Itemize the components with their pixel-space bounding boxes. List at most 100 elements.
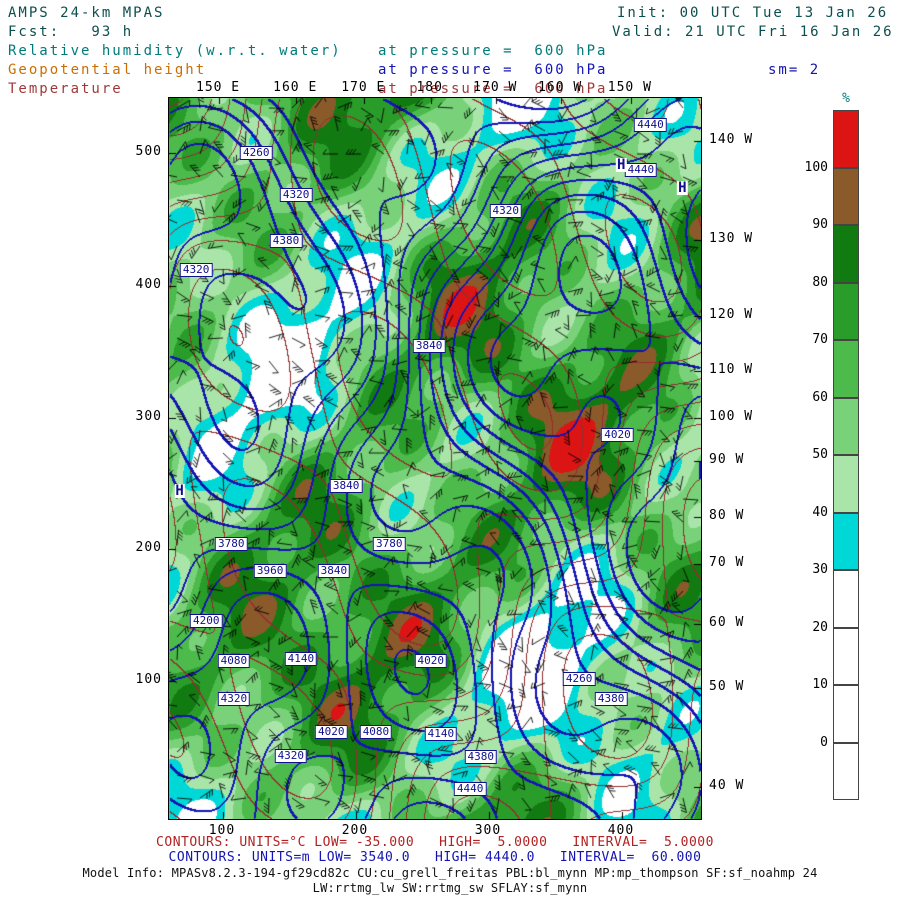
height-contour-label: 4380: [594, 691, 628, 706]
height-contour-label: 4320: [217, 691, 251, 706]
latitude-label: 120 W: [709, 307, 754, 323]
colorbar-segment: [833, 455, 859, 513]
colorbar-tick-label: 0: [820, 734, 828, 750]
height-contour-label: 4260: [562, 672, 596, 687]
field-height-level: at pressure = 600 hPa: [378, 62, 608, 78]
height-contour-label: 4200: [189, 613, 223, 628]
height-contour-label: 4440: [634, 118, 667, 133]
field-rh-label: Relative humidity (w.r.t. water): [8, 43, 342, 59]
latitude-label: 70 W: [709, 555, 745, 571]
latitude-label: 90 W: [709, 452, 745, 468]
colorbar-tick-label: 80: [812, 274, 828, 290]
y-axis-tick-label: 100: [135, 671, 162, 687]
height-contour-label: 4380: [464, 749, 497, 764]
longitude-label: 170 W: [473, 80, 518, 95]
height-contour-label: 4440: [624, 163, 658, 178]
x-axis-tick-label: 100: [208, 823, 236, 838]
height-contour-info: CONTOURS: UNITS=m LOW= 3540.0 HIGH= 4440…: [168, 850, 702, 865]
latitude-label: 50 W: [709, 679, 745, 695]
longitude-label: 150 W: [607, 80, 652, 95]
height-contour-label: 4080: [359, 724, 393, 739]
contour-label-layer: 4260 4320 4380 4320 4320 4440 4440 3840 4020 3840…: [169, 98, 701, 819]
field-temp-label: Temperature: [8, 81, 123, 97]
colorbar-tick-label: 100: [804, 159, 828, 175]
height-contour-label: 4020: [414, 654, 447, 669]
colorbar-tick-label: 50: [812, 447, 828, 462]
longitude-label: 160 W: [538, 80, 583, 95]
longitude-label: 150 E: [196, 80, 241, 95]
latitude-label: 40 W: [709, 778, 745, 794]
height-contour-label: 4380: [269, 234, 303, 249]
colorbar-tick-label: 10: [812, 677, 828, 692]
field-temp-level: at pressure = 600 hPa: [378, 81, 608, 97]
colorbar-segment: [833, 282, 859, 340]
latitude-label: 80 W: [709, 507, 745, 523]
colorbar-tick-label: 40: [812, 504, 828, 520]
y-axis-tick-label: 400: [135, 277, 162, 293]
height-contour-label: 3780: [372, 536, 406, 551]
latitude-label: 100 W: [709, 409, 754, 425]
height-contour-label: 4140: [284, 651, 318, 666]
longitude-label: 160 E: [273, 80, 318, 95]
colorbar-tick-label: 20: [812, 619, 828, 635]
colorbar-unit-label: %: [842, 91, 850, 106]
height-contour-label: 4320: [489, 204, 522, 219]
latitude-label: 140 W: [709, 132, 754, 148]
height-contour-label: 3840: [317, 563, 351, 578]
colorbar-segment: [833, 397, 859, 455]
height-contour-label: 3960: [253, 563, 287, 578]
latitude-label: 60 W: [709, 614, 745, 630]
colorbar-segment: [833, 340, 859, 398]
height-contour-label: 4080: [217, 654, 251, 669]
height-contour-label: 4260: [239, 145, 273, 160]
colorbar-segment: [833, 742, 859, 800]
init-time-label: Init: 00 UTC Tue 13 Jan 26: [617, 5, 889, 21]
y-axis-tick-label: 500: [135, 143, 162, 159]
model-title: AMPS 24-km MPAS: [8, 5, 165, 21]
field-height-label: Geopotential height: [8, 62, 207, 78]
x-axis-tick-label: 300: [474, 823, 502, 838]
colorbar-segment: [833, 685, 859, 743]
colorbar-tick-label: 90: [812, 217, 828, 232]
height-contour-label: 4320: [179, 263, 213, 278]
y-axis-tick-label: 300: [135, 409, 162, 425]
height-contour-label: 4320: [274, 749, 308, 764]
longitude-label: 170 E: [341, 80, 386, 95]
high-center-marker: H: [174, 482, 185, 499]
forecast-hour-label: Fcst: 93 h: [8, 24, 134, 40]
valid-time-label: Valid: 21 UTC Fri 16 Jan 26: [612, 24, 894, 40]
height-contour-label: 4140: [424, 726, 458, 741]
smoothing-label: sm= 2: [768, 62, 821, 78]
high-center-marker: H: [615, 157, 627, 174]
field-rh-level: at pressure = 600 hPa: [378, 43, 608, 59]
colorbar-segment: [833, 627, 859, 685]
height-contour-label: 3840: [329, 478, 363, 493]
latitude-label: 110 W: [709, 361, 754, 377]
high-center-marker: H: [677, 180, 688, 197]
model-info-line1: Model Info: MPASv8.2.3-194-gf29cd82c CU:…: [82, 866, 818, 880]
colorbar-segment: [833, 225, 859, 283]
colorbar-tick-label: 30: [812, 562, 828, 577]
map-panel: 4260 4320 4380 4320 4320 4440 4440 3840 4020 3840…: [168, 97, 702, 820]
model-info-line2: LW:rrtmg_lw SW:rrtmg_sw SFLAY:sf_mynn: [312, 881, 588, 895]
colorbar-tick-label: 70: [812, 332, 828, 347]
height-contour-label: 4020: [601, 428, 634, 443]
temp-contour-info: CONTOURS: UNITS=°C LOW= -35.000 HIGH= 5.…: [156, 835, 714, 850]
height-contour-label: 3840: [412, 339, 446, 354]
y-axis-tick-label: 200: [135, 539, 162, 555]
x-axis-tick-label: 400: [607, 823, 635, 838]
latitude-label: 130 W: [709, 231, 754, 247]
x-axis-tick-label: 200: [341, 823, 369, 838]
height-contour-label: 4440: [453, 781, 487, 796]
longitude-label: 180: [416, 80, 443, 95]
colorbar-segment: [833, 512, 859, 570]
height-contour-label: 4320: [279, 188, 313, 203]
height-contour-label: 4020: [315, 724, 348, 739]
colorbar: [833, 110, 859, 800]
height-contour-label: 3780: [214, 536, 248, 551]
colorbar-segment: [833, 110, 859, 168]
colorbar-segment: [833, 167, 859, 225]
colorbar-tick-label: 60: [812, 389, 828, 405]
colorbar-segment: [833, 570, 859, 628]
